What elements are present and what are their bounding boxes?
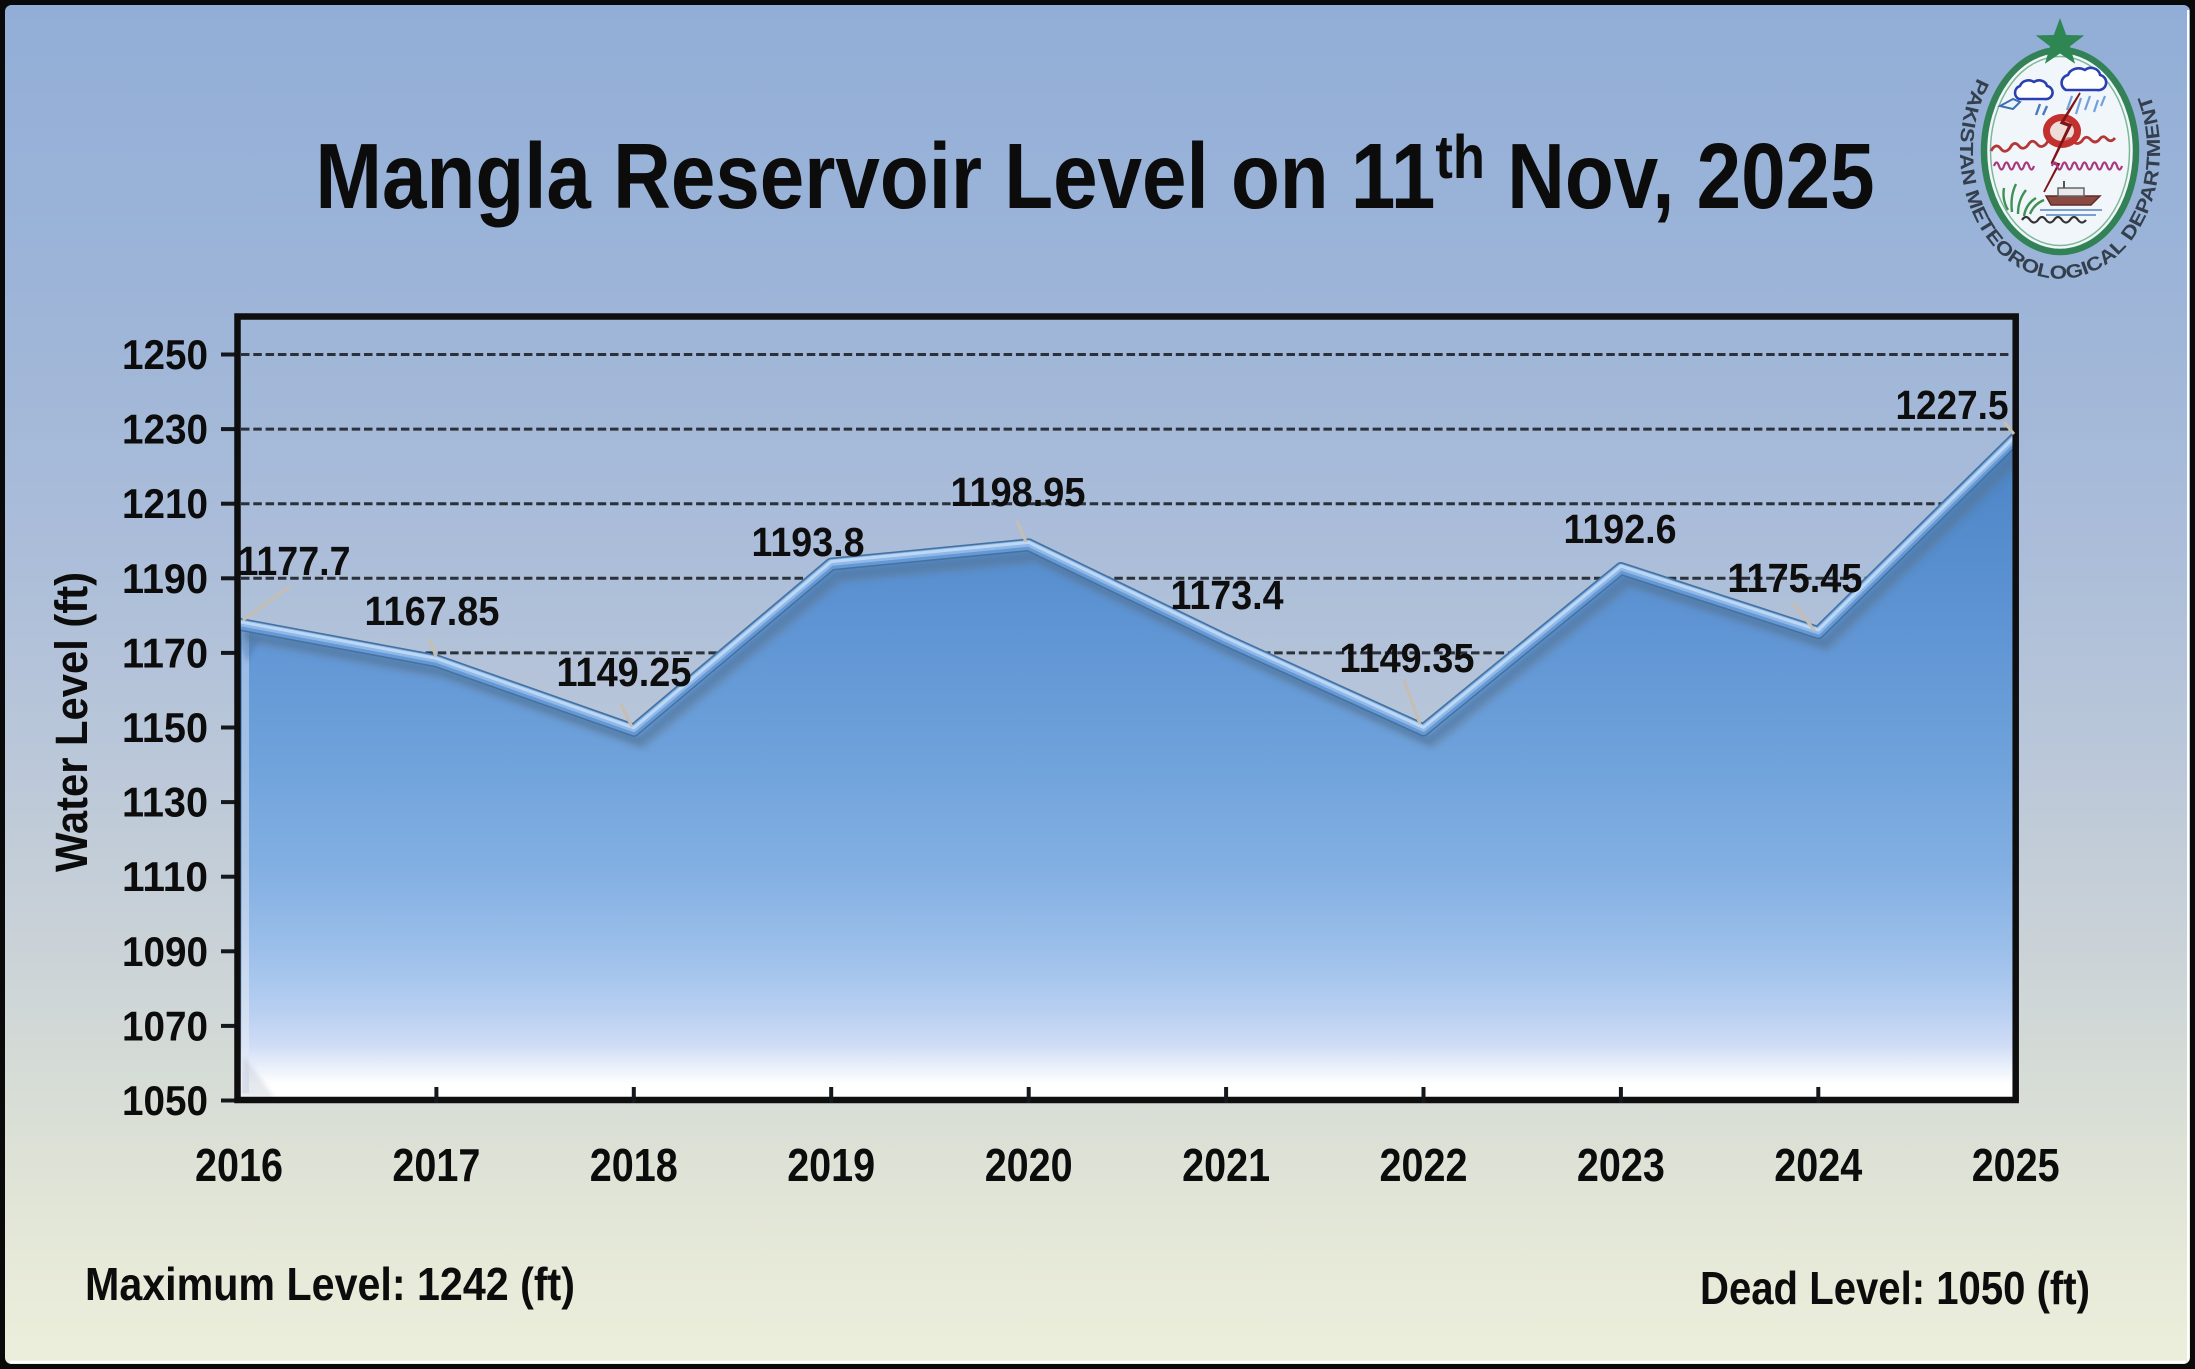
svg-text:1198.95: 1198.95 <box>951 469 1086 515</box>
svg-text:Water Level (ft): Water Level (ft) <box>46 572 97 872</box>
svg-text:1227.5: 1227.5 <box>1896 382 2009 428</box>
svg-text:1110: 1110 <box>122 853 208 900</box>
svg-text:2020: 2020 <box>985 1139 1073 1191</box>
svg-text:1090: 1090 <box>122 928 208 975</box>
svg-text:2018: 2018 <box>590 1139 678 1191</box>
svg-text:1167.85: 1167.85 <box>365 588 500 634</box>
svg-text:2024: 2024 <box>1774 1139 1862 1191</box>
svg-text:1190: 1190 <box>122 555 208 602</box>
svg-text:2017: 2017 <box>392 1139 480 1191</box>
svg-text:Mangla Reservoir Level on 11th: Mangla Reservoir Level on 11th Nov, 2025 <box>315 123 1874 228</box>
svg-text:2016: 2016 <box>195 1139 283 1191</box>
svg-text:Dead Level: 1050 (ft): Dead Level: 1050 (ft) <box>1700 1262 2090 1314</box>
svg-text:1149.35: 1149.35 <box>1340 635 1475 681</box>
svg-text:1173.4: 1173.4 <box>1171 572 1284 618</box>
svg-text:2023: 2023 <box>1577 1139 1665 1191</box>
svg-text:1070: 1070 <box>122 1002 208 1049</box>
svg-text:Maximum Level: 1242 (ft): Maximum Level: 1242 (ft) <box>85 1258 575 1310</box>
svg-text:2021: 2021 <box>1182 1139 1270 1191</box>
svg-text:1192.6: 1192.6 <box>1564 506 1677 552</box>
svg-text:1193.8: 1193.8 <box>752 519 865 565</box>
svg-text:2019: 2019 <box>787 1139 875 1191</box>
svg-text:1175.45: 1175.45 <box>1728 555 1863 601</box>
svg-text:1177.7: 1177.7 <box>238 538 351 584</box>
svg-text:2022: 2022 <box>1380 1139 1468 1191</box>
svg-text:1050: 1050 <box>122 1077 208 1124</box>
svg-text:1230: 1230 <box>122 406 208 453</box>
svg-text:1170: 1170 <box>122 629 208 676</box>
svg-text:2025: 2025 <box>1972 1139 2060 1191</box>
svg-text:1250: 1250 <box>122 331 208 378</box>
svg-text:1210: 1210 <box>122 480 208 527</box>
svg-text:1149.25: 1149.25 <box>557 649 692 695</box>
svg-text:1130: 1130 <box>122 779 208 826</box>
svg-text:1150: 1150 <box>122 704 208 751</box>
